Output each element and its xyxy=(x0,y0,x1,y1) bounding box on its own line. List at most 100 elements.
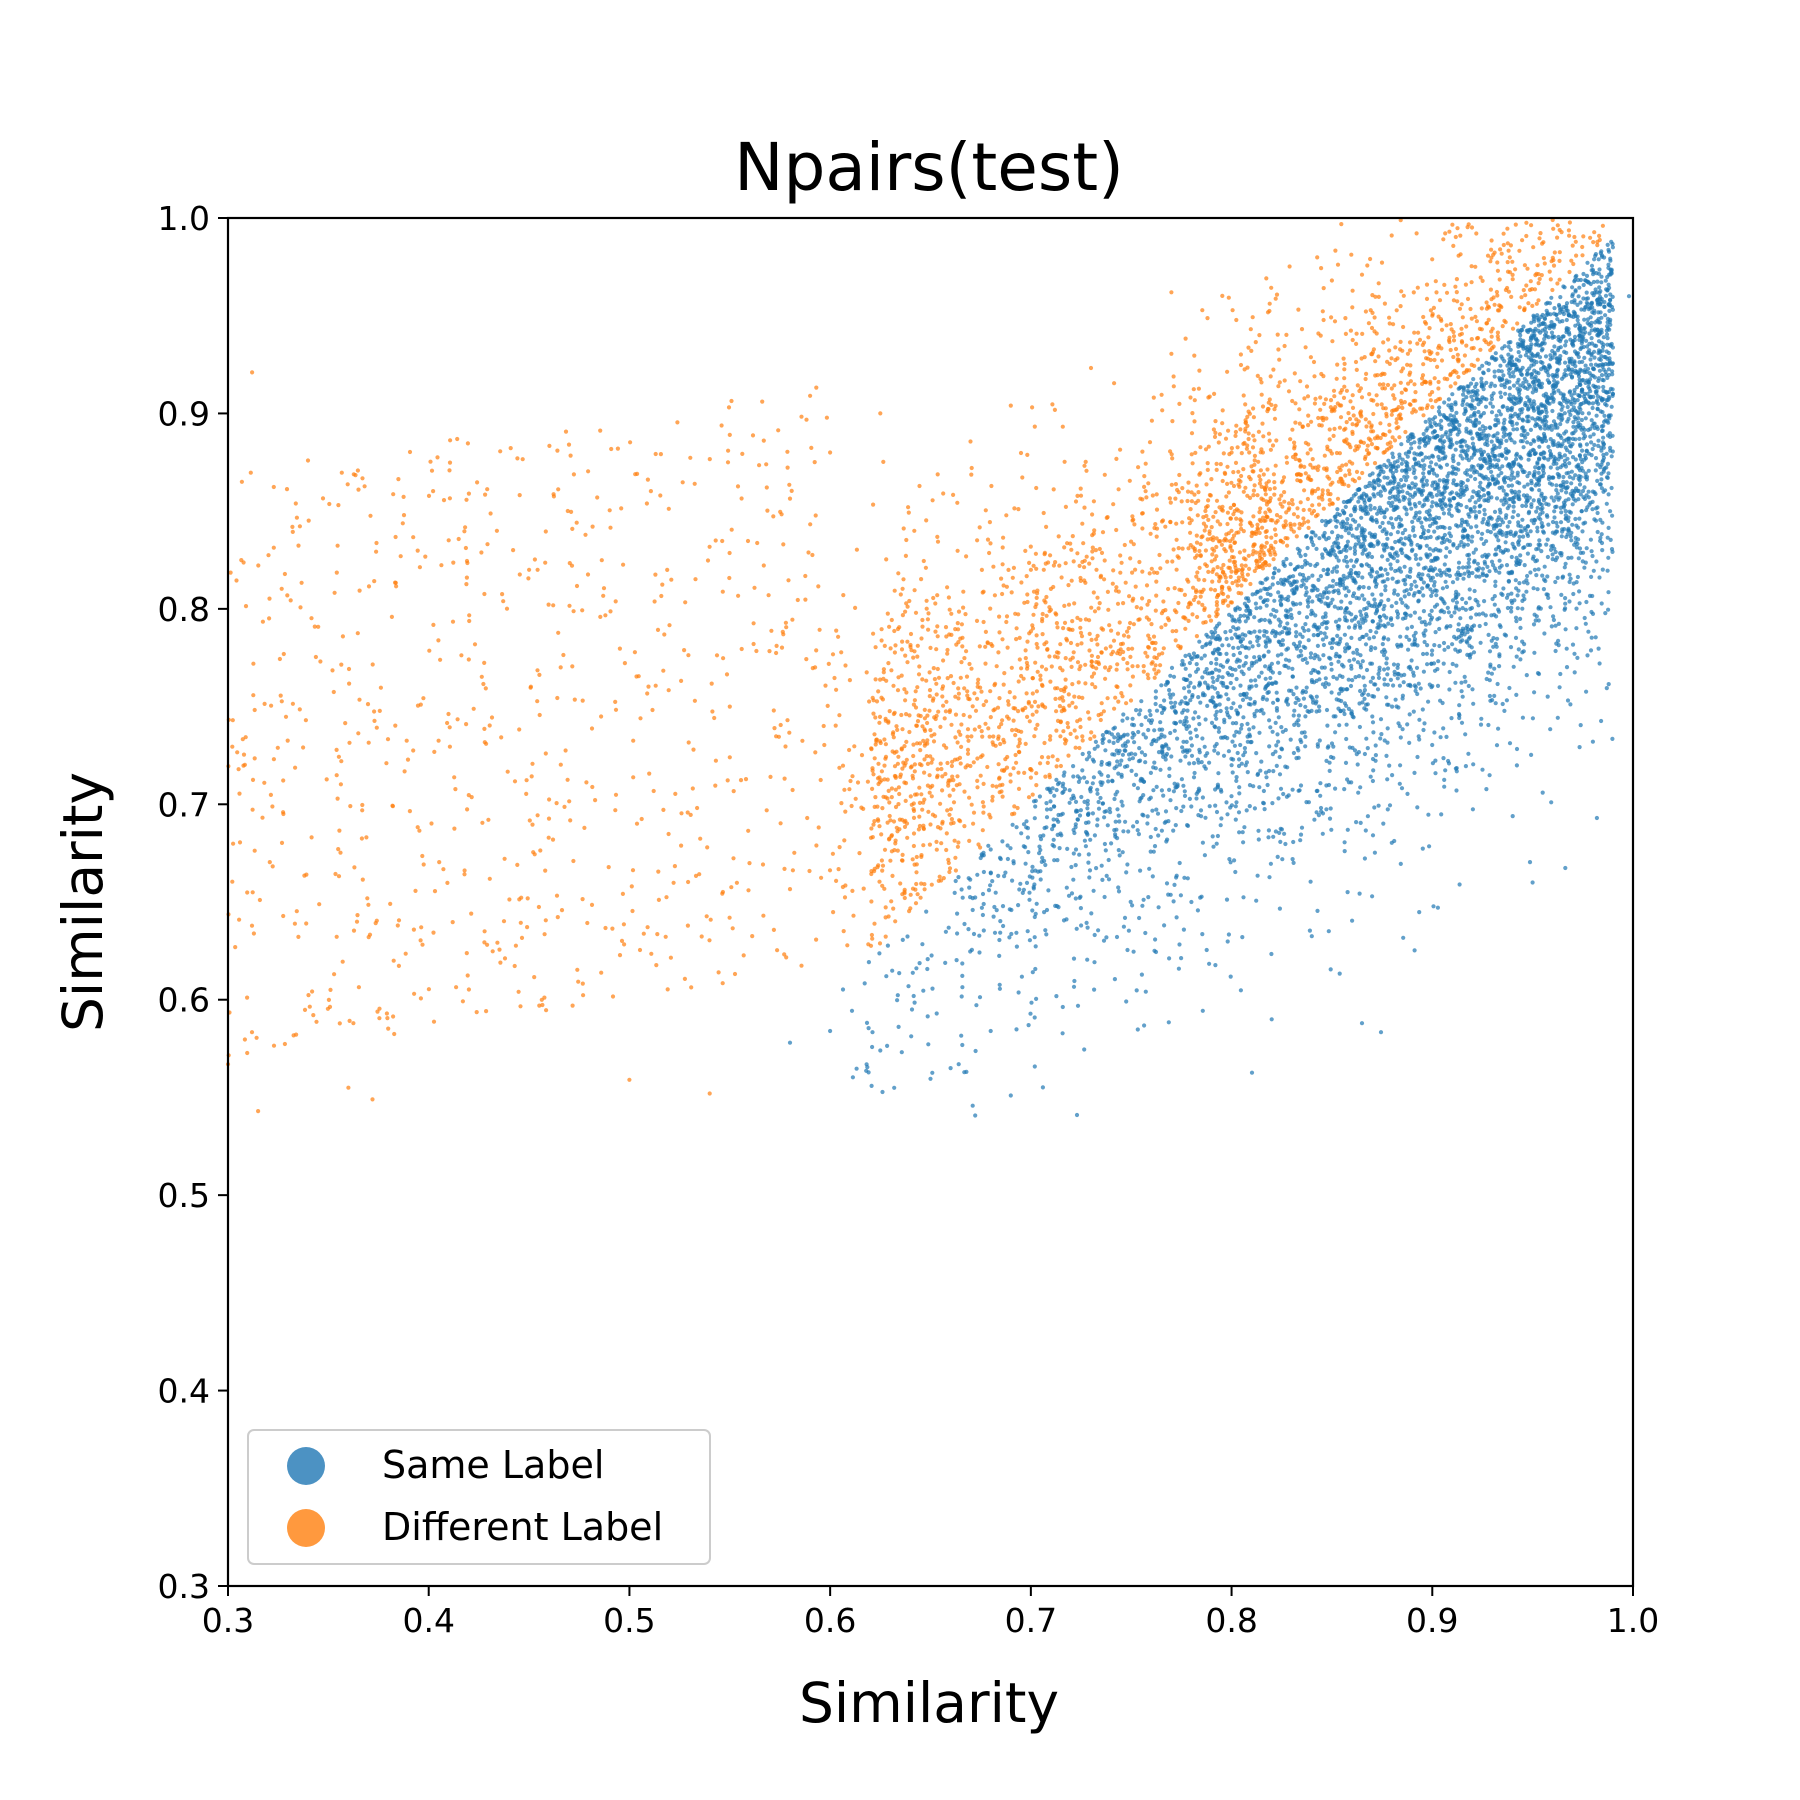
point-same-label xyxy=(1329,661,1334,667)
point-different-label xyxy=(1057,563,1062,568)
point-same-label xyxy=(1275,854,1280,860)
point-different-label xyxy=(1252,542,1257,547)
point-different-label xyxy=(891,735,896,740)
point-different-label xyxy=(448,438,453,443)
point-different-label xyxy=(1378,435,1383,441)
point-different-label xyxy=(961,712,966,718)
point-different-label xyxy=(488,511,493,516)
point-different-label xyxy=(1260,525,1265,530)
point-different-label xyxy=(1049,664,1054,669)
point-different-label xyxy=(1342,361,1347,366)
point-same-label xyxy=(1409,446,1414,451)
point-same-label xyxy=(1342,787,1347,792)
point-same-label xyxy=(1525,482,1530,487)
point-different-label xyxy=(1539,273,1544,278)
point-same-label xyxy=(1239,761,1244,766)
point-different-label xyxy=(1448,373,1453,378)
point-different-label xyxy=(535,668,540,673)
point-same-label xyxy=(1350,533,1355,538)
point-different-label xyxy=(986,726,991,731)
point-different-label xyxy=(879,695,884,700)
point-different-label xyxy=(919,792,924,797)
point-different-label xyxy=(590,784,595,790)
point-different-label xyxy=(1427,326,1432,331)
point-different-label xyxy=(335,796,340,801)
point-different-label xyxy=(1306,525,1311,531)
point-different-label xyxy=(1274,292,1280,297)
point-different-label xyxy=(933,814,938,819)
point-different-label xyxy=(498,449,503,454)
point-different-label xyxy=(479,674,484,679)
point-different-label xyxy=(251,693,256,698)
point-different-label xyxy=(872,732,877,737)
point-different-label xyxy=(1016,507,1021,512)
point-different-label xyxy=(1431,305,1436,310)
point-different-label xyxy=(1555,281,1560,286)
point-different-label xyxy=(1325,488,1330,493)
point-different-label xyxy=(932,732,937,737)
point-different-label xyxy=(1152,675,1157,680)
point-different-label xyxy=(571,472,577,477)
point-different-label xyxy=(965,734,970,739)
point-different-label xyxy=(956,686,961,691)
point-different-label xyxy=(427,648,432,653)
point-different-label xyxy=(1509,294,1514,299)
point-different-label xyxy=(1437,298,1443,303)
point-different-label xyxy=(510,548,516,553)
point-different-label xyxy=(1214,544,1219,550)
point-different-label xyxy=(911,831,917,836)
point-different-label xyxy=(1126,634,1131,639)
point-different-label xyxy=(1062,545,1067,550)
point-different-label xyxy=(912,762,918,767)
point-same-label xyxy=(1593,456,1599,461)
point-different-label xyxy=(910,773,915,778)
point-same-label xyxy=(1168,673,1173,678)
point-different-label xyxy=(914,854,919,860)
point-different-label xyxy=(401,513,407,518)
point-same-label xyxy=(1085,798,1090,803)
point-different-label xyxy=(1114,585,1119,590)
point-same-label xyxy=(1418,686,1423,691)
point-different-label xyxy=(1580,244,1585,250)
point-different-label xyxy=(1189,431,1195,436)
point-different-label xyxy=(404,738,409,743)
point-different-label xyxy=(1402,400,1407,405)
point-different-label xyxy=(1453,284,1458,289)
point-same-label xyxy=(1283,657,1289,662)
point-different-label xyxy=(1050,754,1055,759)
point-different-label xyxy=(1421,413,1426,418)
point-different-label xyxy=(976,842,981,847)
point-different-label xyxy=(1219,566,1224,571)
point-different-label xyxy=(1318,407,1323,412)
point-different-label xyxy=(1205,316,1210,321)
point-different-label xyxy=(1090,545,1095,550)
point-different-label xyxy=(327,1004,333,1010)
point-different-label xyxy=(958,732,963,737)
point-same-label xyxy=(1291,692,1296,697)
point-different-label xyxy=(1210,546,1215,551)
point-different-label xyxy=(1092,609,1098,614)
point-different-label xyxy=(524,791,529,797)
point-different-label xyxy=(372,579,377,584)
point-same-label xyxy=(1264,775,1269,780)
point-different-label xyxy=(1213,419,1218,424)
point-different-label xyxy=(1342,367,1347,372)
point-different-label xyxy=(400,521,405,526)
point-different-label xyxy=(1105,515,1110,520)
point-different-label xyxy=(1023,656,1028,661)
point-different-label xyxy=(1094,567,1099,572)
point-same-label xyxy=(1410,519,1415,525)
point-different-label xyxy=(1002,671,1007,676)
point-different-label xyxy=(351,1021,356,1026)
point-same-label xyxy=(1356,620,1361,625)
point-different-label xyxy=(1000,591,1005,597)
point-different-label xyxy=(1215,565,1220,570)
point-different-label xyxy=(360,802,365,808)
point-different-label xyxy=(1257,550,1263,555)
point-different-label xyxy=(953,735,958,740)
point-different-label xyxy=(1087,618,1092,623)
point-different-label xyxy=(1070,619,1075,624)
point-different-label xyxy=(1214,467,1219,472)
point-different-label xyxy=(975,696,980,701)
point-same-label xyxy=(1382,515,1387,520)
